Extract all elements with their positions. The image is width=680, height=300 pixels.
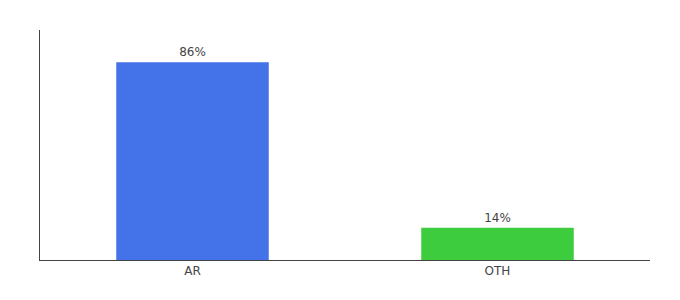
svg-text:AR: AR	[184, 264, 201, 278]
svg-text:14%: 14%	[484, 211, 511, 225]
svg-text:OTH: OTH	[485, 264, 511, 278]
svg-text:86%: 86%	[179, 45, 206, 59]
